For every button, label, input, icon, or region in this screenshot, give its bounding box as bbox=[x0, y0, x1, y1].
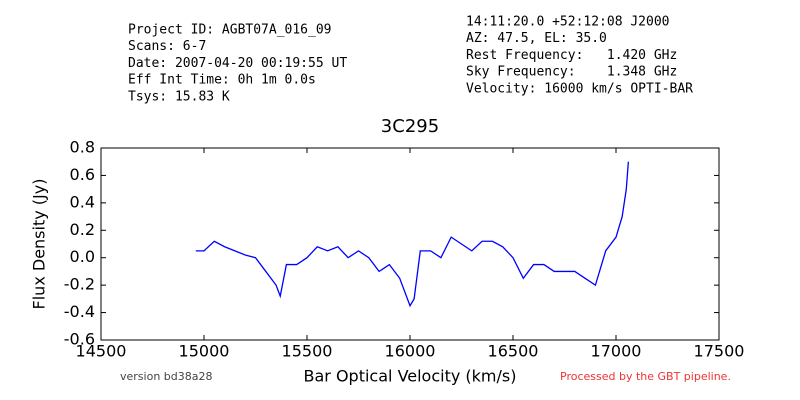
x-tick-label: 16000 bbox=[385, 342, 436, 361]
x-tick-label: 15500 bbox=[282, 342, 333, 361]
pipeline-note: Processed by the GBT pipeline. bbox=[560, 370, 731, 383]
header-line: AZ: 47.5, EL: 35.0 bbox=[466, 31, 607, 46]
x-tick-label: 15000 bbox=[179, 342, 230, 361]
x-axis-label: Bar Optical Velocity (km/s) bbox=[304, 367, 517, 386]
header-line: 14:11:20.0 +52:12:08 J2000 bbox=[466, 15, 670, 30]
x-tick-label: 17500 bbox=[694, 342, 745, 361]
header-line: Rest Frequency: 1.420 GHz bbox=[466, 48, 677, 63]
header-line: Tsys: 15.83 K bbox=[128, 89, 230, 104]
header-line: Eff Int Time: 0h 1m 0.0s bbox=[128, 73, 316, 88]
header-line: Scans: 6-7 bbox=[128, 39, 206, 54]
header-line: Sky Frequency: 1.348 GHz bbox=[466, 65, 677, 80]
y-tick-label: -0.2 bbox=[64, 275, 95, 294]
y-tick-label: 0.4 bbox=[70, 192, 95, 211]
header-line: Date: 2007-04-20 00:19:55 UT bbox=[128, 56, 347, 71]
y-tick-label: -0.6 bbox=[64, 330, 95, 349]
y-tick-label: 0.6 bbox=[70, 165, 95, 184]
chart-title: 3C295 bbox=[381, 116, 439, 137]
y-tick-label: 0.8 bbox=[70, 138, 95, 157]
y-tick-label: -0.4 bbox=[64, 302, 95, 321]
header-line: Project ID: AGBT07A_016_09 bbox=[128, 23, 332, 38]
y-tick-label: 0.0 bbox=[70, 247, 95, 266]
version-note: version bd38a28 bbox=[120, 370, 213, 383]
x-tick-label: 17000 bbox=[591, 342, 642, 361]
data-line bbox=[195, 161, 630, 308]
x-tick-label: 16500 bbox=[488, 342, 539, 361]
y-axis-label: Flux Density (Jy) bbox=[30, 179, 49, 310]
y-tick-label: 0.2 bbox=[70, 220, 95, 239]
header-line: Velocity: 16000 km/s OPTI-BAR bbox=[466, 81, 693, 96]
plot-frame bbox=[100, 147, 720, 341]
x-tick-label: 14500 bbox=[76, 342, 127, 361]
